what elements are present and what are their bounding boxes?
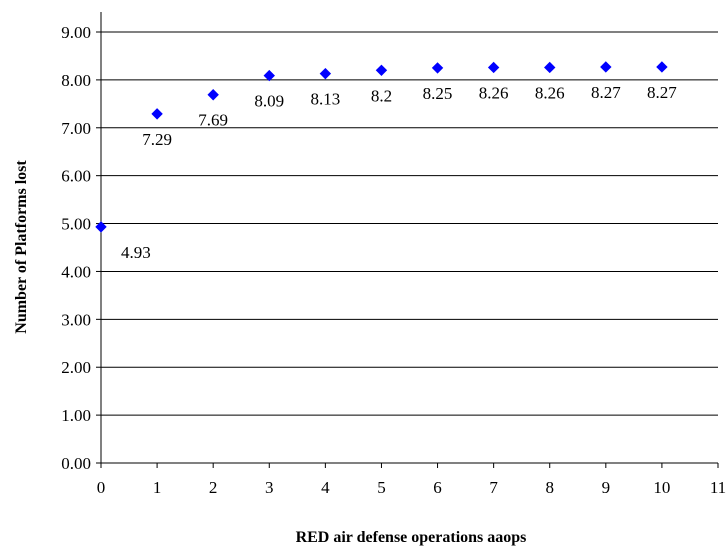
x-tick-label: 1 xyxy=(153,478,162,497)
data-label: 4.93 xyxy=(121,243,151,262)
data-label: 8.25 xyxy=(423,84,453,103)
y-tick-label: 4.00 xyxy=(61,262,91,281)
x-tick-label: 8 xyxy=(545,478,554,497)
data-point xyxy=(544,61,556,74)
x-tick-label: 7 xyxy=(489,478,498,497)
y-tick-label: 8.00 xyxy=(61,71,91,90)
data-label: 8.27 xyxy=(591,83,621,102)
data-label: 8.27 xyxy=(647,83,677,102)
x-tick-label: 5 xyxy=(377,478,386,497)
data-point xyxy=(487,61,500,74)
data-label: 8.09 xyxy=(254,92,284,111)
data-point xyxy=(151,108,163,120)
y-axis-title: Number of Platforms lost xyxy=(13,160,30,334)
data-label: 7.29 xyxy=(142,130,172,149)
x-tick-label: 11 xyxy=(710,478,726,497)
data-label: 8.13 xyxy=(310,90,340,109)
y-tick-label: 5.00 xyxy=(61,215,91,234)
data-point xyxy=(207,89,219,101)
y-tick-label: 1.00 xyxy=(61,406,91,425)
y-axis-ticks: 0.00 1.00 2.00 3.00 4.00 5.00 6.00 7.00 8.00 9.00 xyxy=(61,23,101,473)
y-tick-label: 2.00 xyxy=(61,358,91,377)
y-tick-label: 6.00 xyxy=(61,167,91,186)
x-axis-title: RED air defense operations aaops xyxy=(296,529,527,546)
y-tick-label: 3.00 xyxy=(61,310,91,329)
data-point xyxy=(656,61,668,73)
data-point xyxy=(431,62,444,74)
x-tick-label: 10 xyxy=(653,478,670,497)
x-axis-ticks: 0 1 2 3 4 5 6 7 8 9 10 11 xyxy=(97,463,726,497)
data-label: 8.2 xyxy=(371,86,392,105)
data-point xyxy=(263,69,275,82)
data-label: 8.26 xyxy=(479,83,509,102)
x-tick-label: 2 xyxy=(209,478,218,497)
data-label: 8.26 xyxy=(535,83,565,102)
data-point xyxy=(319,67,332,80)
data-point xyxy=(600,61,612,73)
x-tick-label: 6 xyxy=(433,478,442,497)
y-tick-label: 7.00 xyxy=(61,119,91,138)
data-point xyxy=(95,221,107,233)
y-tick-label: 9.00 xyxy=(61,23,91,42)
data-labels: 4.93 7.29 7.69 8.09 8.13 8.2 8.25 8.26 8.26 8.27 8… xyxy=(121,83,677,262)
gridlines xyxy=(101,31,718,416)
data-point xyxy=(375,64,388,77)
x-tick-label: 3 xyxy=(265,478,274,497)
y-tick-label: 0.00 xyxy=(61,454,91,473)
data-label: 7.69 xyxy=(198,111,228,130)
data-points xyxy=(95,61,668,233)
x-tick-label: 0 xyxy=(97,478,106,497)
axes xyxy=(100,12,718,464)
x-tick-label: 9 xyxy=(602,478,611,497)
x-tick-label: 4 xyxy=(321,478,330,497)
